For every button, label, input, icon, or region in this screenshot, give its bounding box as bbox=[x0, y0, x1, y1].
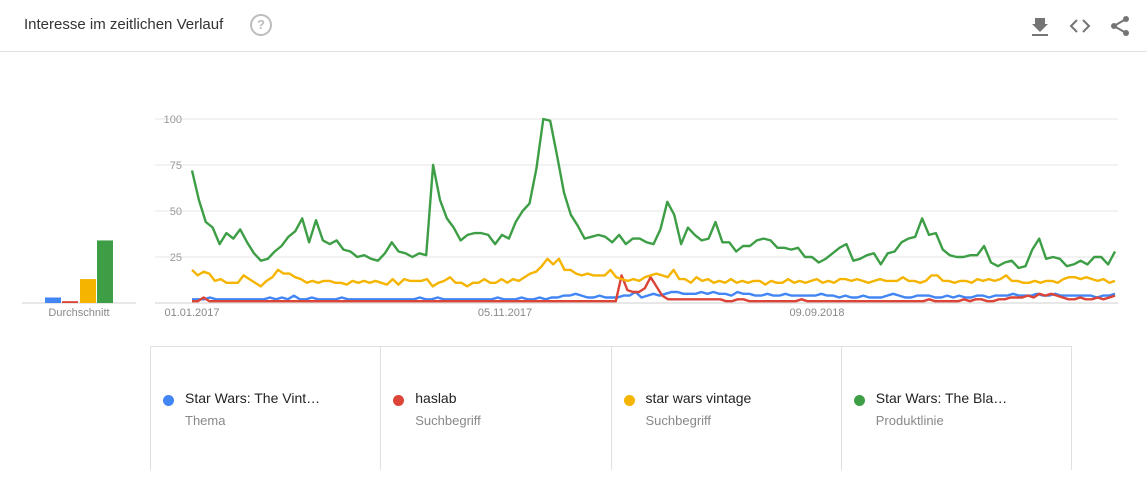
download-icon[interactable] bbox=[1028, 14, 1052, 38]
average-bar bbox=[62, 301, 78, 303]
legend-item-2[interactable]: star wars vintage Suchbegriff bbox=[612, 347, 842, 470]
embed-code-icon[interactable] bbox=[1068, 14, 1092, 38]
legend-term-name: Star Wars: The Bla… bbox=[875, 390, 1008, 406]
average-bar-chart: Durchschnitt bbox=[22, 240, 136, 319]
legend-item-3[interactable]: Star Wars: The Bla… Produktlinie bbox=[842, 347, 1071, 470]
legend-term-name: star wars vintage bbox=[645, 390, 752, 406]
average-label: Durchschnitt bbox=[48, 307, 109, 319]
x-tick-label: 09.09.2018 bbox=[789, 307, 844, 319]
legend-item-0[interactable]: Star Wars: The Vint… Thema bbox=[151, 347, 382, 470]
trend-chart: 25 50 75 100 Durchschnitt 01.01.2017 05.11.2… bbox=[22, 114, 1118, 319]
y-tick-label: 100 bbox=[164, 114, 182, 126]
legend-item-1[interactable]: haslab Suchbegriff bbox=[381, 347, 612, 470]
y-tick-label: 75 bbox=[170, 160, 182, 172]
x-axis-ticks: 01.01.2017 05.11.2017 09.09.2018 bbox=[164, 307, 844, 319]
legend: Star Wars: The Vint… Thema haslab Suchbe… bbox=[150, 346, 1072, 470]
legend-term-type: Thema bbox=[185, 413, 226, 428]
chart-header: Interesse im zeitlichen Verlauf ? bbox=[0, 0, 1147, 52]
share-icon[interactable] bbox=[1108, 14, 1132, 38]
series-line bbox=[192, 290, 1116, 301]
x-tick-label: 01.01.2017 bbox=[164, 307, 219, 319]
y-tick-label: 50 bbox=[170, 206, 182, 218]
help-circle-icon[interactable]: ? bbox=[250, 14, 272, 36]
y-axis-ticks: 25 50 75 100 bbox=[164, 114, 182, 264]
x-tick-label: 05.11.2017 bbox=[478, 307, 532, 319]
average-bar bbox=[80, 279, 96, 303]
chart-grid bbox=[155, 118, 1118, 304]
chart-title: Interesse im zeitlichen Verlauf bbox=[24, 16, 224, 33]
legend-dot bbox=[853, 395, 865, 406]
average-bar bbox=[45, 297, 61, 303]
legend-dot bbox=[163, 395, 174, 406]
legend-term-type: Suchbegriff bbox=[645, 413, 712, 428]
legend-dot bbox=[393, 395, 405, 406]
average-bar bbox=[97, 240, 113, 303]
legend-term-name: Star Wars: The Vint… bbox=[185, 390, 321, 406]
series-line bbox=[192, 274, 1116, 303]
line-series bbox=[190, 117, 1117, 303]
series-line bbox=[190, 117, 1117, 270]
y-tick-label: 25 bbox=[170, 252, 182, 264]
legend-term-name: haslab bbox=[415, 390, 457, 406]
legend-term-type: Suchbegriff bbox=[415, 413, 481, 428]
legend-term-type: Produktlinie bbox=[875, 413, 944, 428]
series-line bbox=[191, 257, 1116, 288]
legend-dot bbox=[623, 395, 635, 406]
